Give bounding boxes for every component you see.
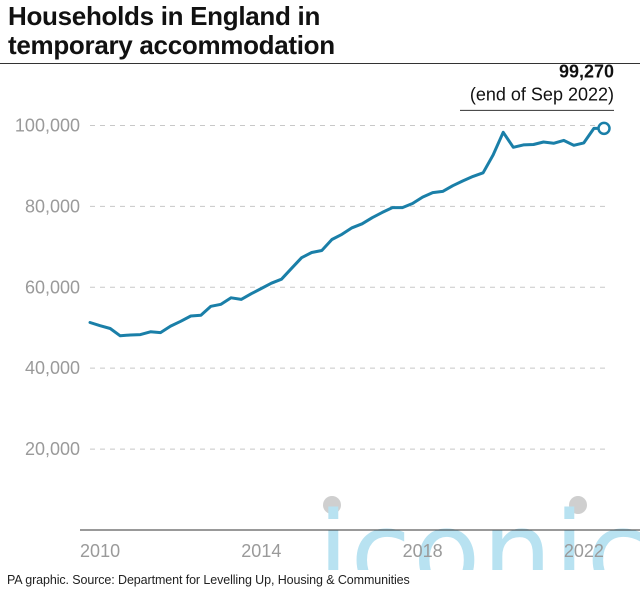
series-line-households [88,126,606,338]
line-chart: iconic 20,000 40,000 60,000 80,000 100,000 2… [15,61,640,570]
annotation-note: (end of Sep 2022) [470,84,614,104]
y-axis-ticks: 20,000 40,000 60,000 80,000 100,000 [15,115,80,459]
y-tick-label: 40,000 [25,358,80,378]
x-tick-label: 2014 [241,541,281,561]
x-tick-label: 2022 [564,541,604,561]
watermark-text: iconic [318,488,640,570]
watermark-dot-2 [569,496,587,514]
watermark-logo: iconic [318,488,640,570]
x-tick-label: 2010 [80,541,120,561]
end-point-marker [597,121,611,136]
watermark-dot-1 [323,496,341,514]
annotation-value: 99,270 [559,61,614,81]
title-divider [0,63,640,64]
source-caption: PA graphic. Source: Department for Level… [7,573,410,587]
x-tick-label: 2018 [403,541,443,561]
chart-title-line-1: Households in England in [8,1,321,31]
y-tick-label: 100,000 [15,115,80,135]
y-tick-label: 60,000 [25,277,80,297]
x-axis-ticks: 2010 2014 2018 2022 [80,541,604,561]
chart-title-line-2: temporary accommodation [8,30,335,60]
y-tick-label: 20,000 [25,439,80,459]
chart-title: Households in England in temporary accom… [8,2,335,60]
y-tick-label: 80,000 [25,196,80,216]
grid-lines [90,124,610,450]
